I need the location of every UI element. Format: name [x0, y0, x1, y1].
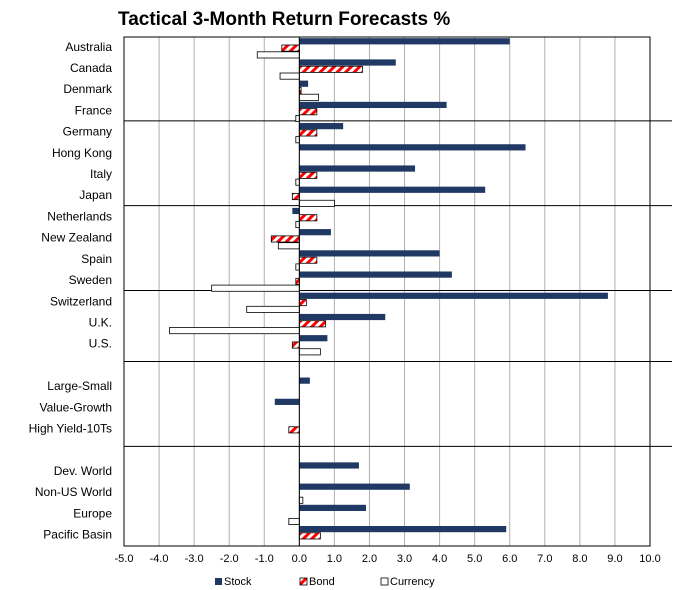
bar: [299, 335, 328, 342]
bar: [298, 199, 335, 207]
bar: [211, 284, 300, 292]
x-tick-label: -4.0: [150, 553, 169, 565]
bar: [299, 504, 366, 511]
y-tick-label: Hong Kong: [52, 146, 112, 160]
x-tick-label: 6.0: [502, 553, 517, 565]
legend-swatch: [215, 578, 222, 585]
y-tick-label: Denmark: [63, 82, 113, 96]
y-tick-label: Large-Small: [47, 379, 112, 393]
bar: [298, 532, 321, 540]
bar: [299, 165, 416, 172]
y-tick-label: France: [75, 103, 113, 117]
x-tick-label: -1.0: [255, 553, 274, 565]
y-tick-label: Spain: [81, 252, 112, 266]
bar: [288, 517, 300, 525]
x-tick-label: 2.0: [362, 553, 377, 565]
x-tick-label: 8.0: [572, 553, 587, 565]
bar: [299, 80, 309, 87]
legend-label: Stock: [224, 576, 252, 588]
bar: [298, 496, 304, 504]
bar: [299, 483, 410, 490]
x-tick-label: -2.0: [220, 553, 239, 565]
bar: [298, 171, 318, 179]
bar: [299, 525, 507, 533]
bar: [299, 462, 359, 469]
bar: [299, 101, 447, 109]
bar: [292, 207, 300, 215]
bar: [279, 72, 300, 80]
chart-title: Tactical 3-Month Return Forecasts %: [118, 9, 450, 30]
bar: [270, 235, 300, 243]
plot-frame: [123, 36, 651, 547]
bar: [298, 299, 307, 307]
legend-swatch: [299, 577, 308, 586]
y-tick-label: New Zealand: [41, 231, 112, 245]
y-tick-label: U.K.: [89, 315, 112, 329]
x-tick-label: 7.0: [537, 553, 552, 565]
bar: [299, 229, 331, 236]
y-tick-label: Pacific Basin: [43, 528, 112, 542]
bar: [295, 115, 300, 123]
bar: [299, 271, 452, 278]
bar: [288, 426, 300, 434]
bar: [291, 341, 300, 349]
x-tick-label: 3.0: [397, 553, 412, 565]
bar: [281, 44, 300, 52]
bar: [299, 313, 386, 321]
y-tick-label: Netherlands: [47, 209, 112, 223]
x-tick-label: 5.0: [467, 553, 482, 565]
x-tick-label: 1.0: [327, 553, 342, 565]
y-tick-label: Germany: [63, 125, 112, 139]
x-tick-label: -3.0: [185, 553, 204, 565]
legend-label: Bond: [309, 576, 335, 588]
bar: [298, 348, 321, 356]
bar: [298, 108, 318, 116]
bar: [291, 193, 300, 201]
bar: [298, 93, 320, 101]
y-tick-label: Europe: [73, 506, 112, 520]
bar: [299, 292, 608, 299]
bar: [256, 51, 300, 59]
bar: [299, 59, 396, 66]
bar: [298, 320, 327, 328]
bar: [246, 305, 300, 313]
bar: [295, 221, 300, 229]
bar: [299, 250, 440, 257]
legend-swatch: [380, 577, 389, 586]
y-tick-label: Sweden: [69, 273, 112, 287]
y-tick-label: Japan: [79, 188, 112, 202]
x-tick-label: -5.0: [115, 553, 134, 565]
bar: [299, 377, 310, 384]
bar: [299, 123, 344, 130]
y-tick-label: Australia: [65, 40, 112, 54]
x-tick-label: 9.0: [607, 553, 622, 565]
y-tick-label: Italy: [90, 167, 112, 181]
bar: [298, 214, 318, 222]
bar: [295, 263, 300, 271]
bar: [295, 136, 300, 144]
y-tick-label: High Yield-10Ts: [29, 422, 112, 436]
bar: [299, 38, 510, 45]
bar: [298, 65, 363, 73]
bar: [295, 277, 300, 285]
bar: [298, 256, 318, 264]
y-tick-label: U.S.: [89, 337, 112, 351]
legend-label: Currency: [390, 576, 435, 588]
bar: [299, 144, 526, 151]
y-tick-label: Dev. World: [54, 464, 112, 478]
x-tick-label: 0.0: [292, 553, 307, 565]
x-tick-label: 10.0: [639, 553, 660, 565]
bar: [295, 178, 300, 186]
bar: [277, 242, 300, 250]
bar: [298, 129, 318, 137]
y-tick-label: Switzerland: [50, 294, 112, 308]
y-tick-label: Non-US World: [35, 485, 112, 499]
bar: [299, 186, 486, 193]
bar: [169, 327, 300, 335]
y-tick-label: Value-Growth: [40, 400, 112, 414]
y-tick-label: Canada: [70, 61, 112, 75]
bar: [274, 398, 300, 405]
x-tick-label: 4.0: [432, 553, 447, 565]
